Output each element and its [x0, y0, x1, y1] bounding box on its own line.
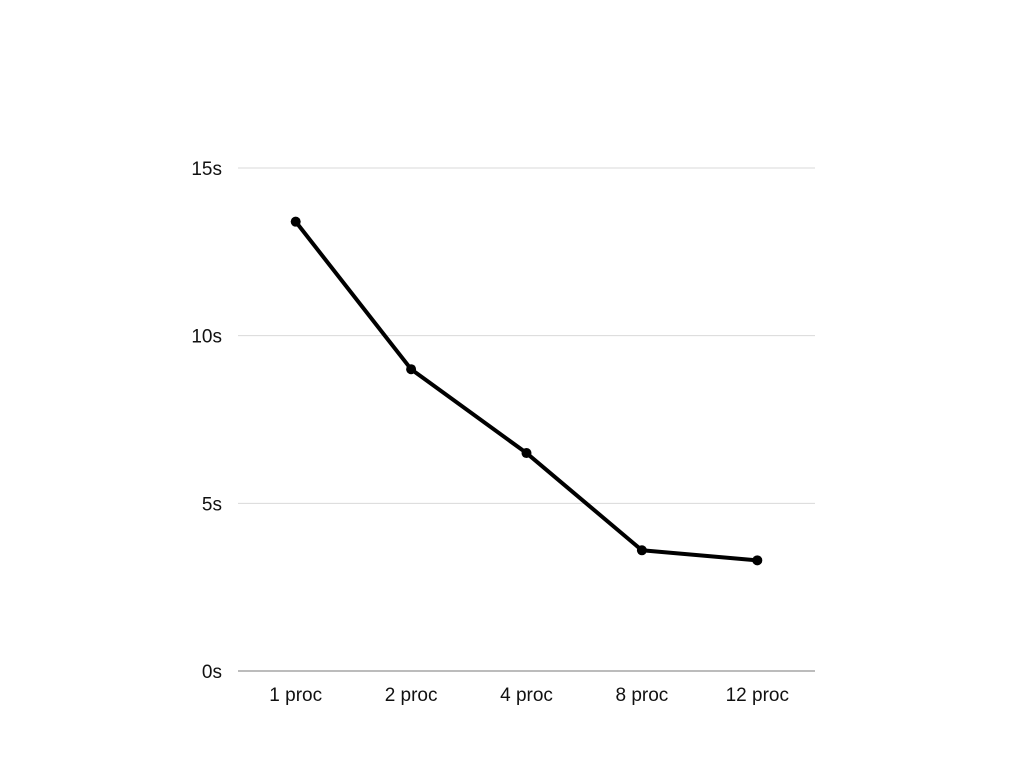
- data-point: [752, 555, 763, 566]
- grid-layer: [238, 167, 815, 504]
- y-tick-label: 5s: [202, 494, 222, 515]
- x-tick-label: 8 proc: [615, 685, 668, 706]
- y-tick-label: 10s: [191, 327, 222, 348]
- y-tick-label: 0s: [202, 662, 222, 683]
- data-point: [290, 216, 301, 227]
- data-point: [636, 545, 647, 556]
- data-point: [521, 448, 532, 459]
- series-layer: [290, 216, 763, 566]
- series-line: [293, 219, 760, 563]
- y-tick-label: 15s: [191, 159, 222, 180]
- data-point: [406, 364, 417, 375]
- x-tick-label: 2 proc: [385, 685, 438, 706]
- x-tick-label: 12 proc: [726, 685, 789, 706]
- x-tick-label: 4 proc: [500, 685, 553, 706]
- y-axis-tick-labels: 0s 5s 10s 15s: [191, 159, 222, 683]
- x-tick-label: 1 proc: [269, 685, 322, 706]
- x-axis-tick-labels: 1 proc 2 proc 4 proc 8 proc 12 proc: [269, 685, 789, 706]
